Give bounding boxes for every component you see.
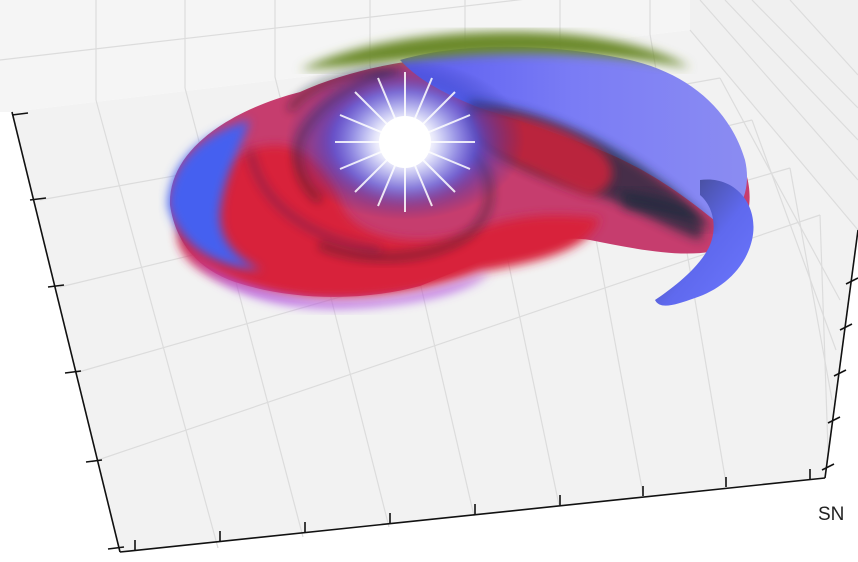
surface-violet-edge xyxy=(178,240,490,308)
right-tick xyxy=(839,323,853,331)
left-tick xyxy=(64,370,82,374)
left-tick xyxy=(29,197,47,201)
left-axis-line xyxy=(11,111,121,553)
corner-label: SN xyxy=(818,504,845,525)
front-axis-line xyxy=(119,477,826,553)
surface-spiral-line-3 xyxy=(248,149,381,252)
right-tick xyxy=(833,369,847,377)
surface-hook-tail xyxy=(655,179,754,306)
surface-red-lobe xyxy=(177,145,600,298)
right-tick xyxy=(827,416,841,424)
axis-ticks xyxy=(11,112,858,550)
surface-hook-shadow xyxy=(620,190,712,230)
right-axis-line xyxy=(824,229,858,479)
right-wall-pane xyxy=(690,0,858,230)
left-tick xyxy=(11,112,29,116)
surface-blue-rim xyxy=(168,120,262,270)
left-tick xyxy=(107,546,125,550)
vortex-surface xyxy=(168,31,754,308)
left-tick xyxy=(85,459,103,463)
right-tick xyxy=(821,463,835,471)
left-tick xyxy=(47,284,65,288)
core-starburst xyxy=(335,72,475,212)
axis-lines xyxy=(11,111,858,553)
right-tick xyxy=(845,277,858,285)
